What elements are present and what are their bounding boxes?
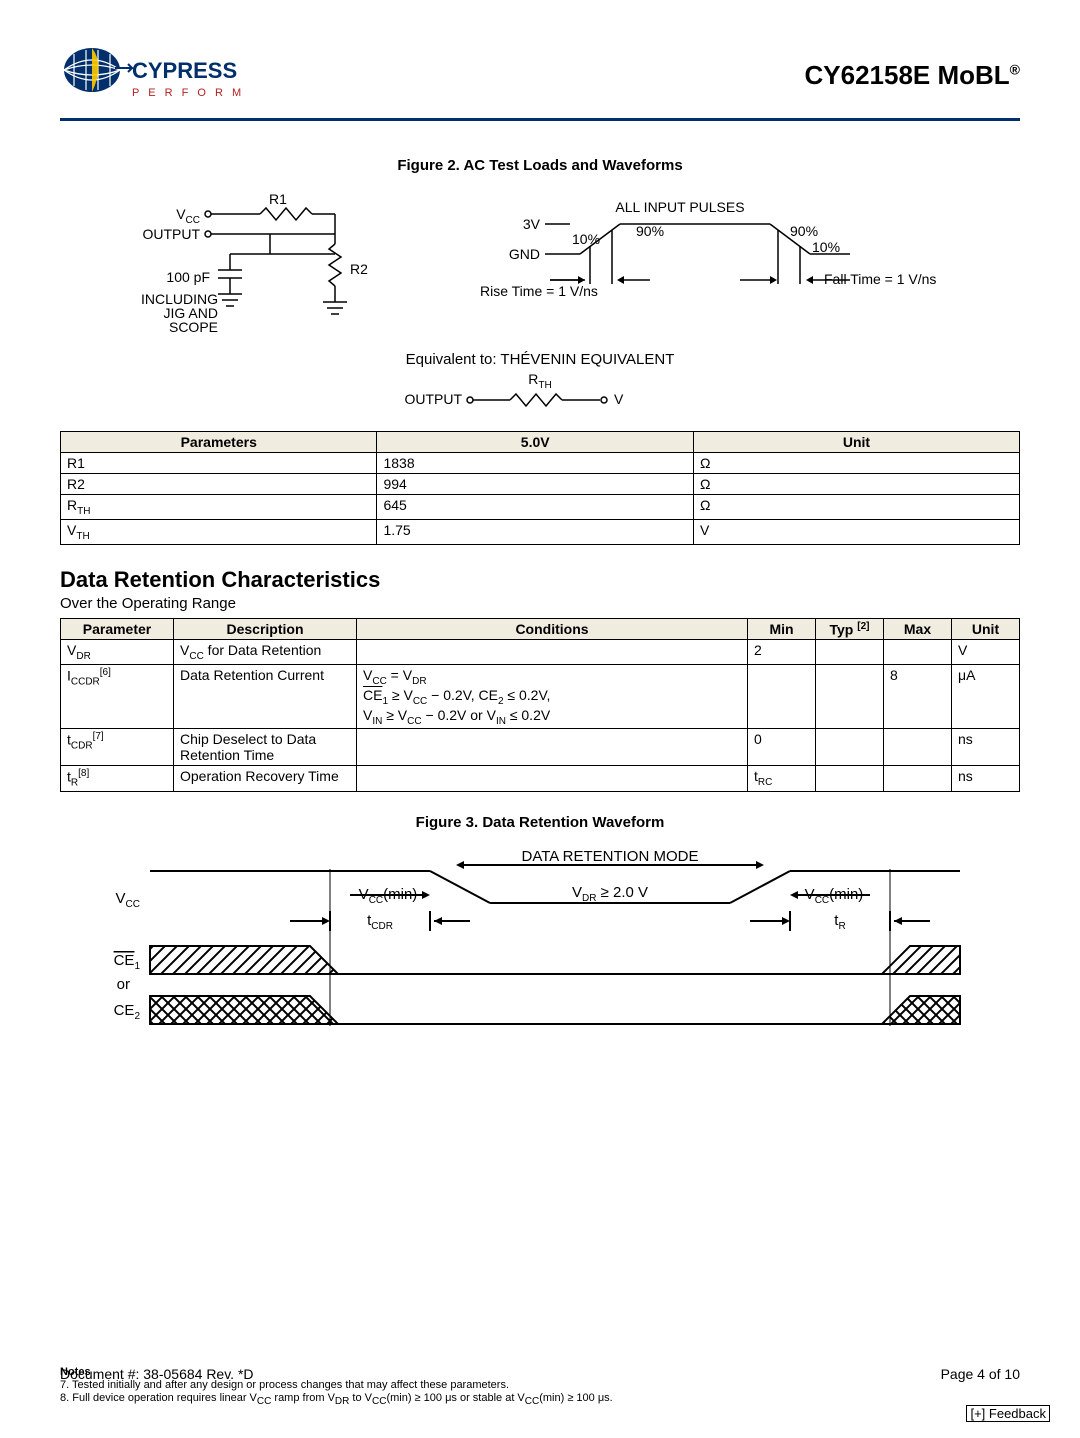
svg-text:10%: 10% (812, 239, 840, 255)
table-row: R2994Ω (61, 474, 1020, 495)
feedback-button[interactable]: [+] Feedback (966, 1405, 1050, 1422)
svg-text:SCOPE: SCOPE (169, 319, 218, 335)
table-row: VDR VCC for Data Retention 2 V (61, 640, 1020, 665)
figure3-diagram: VCC DATA RETENTION MODE VDR ≥ 2.0 V VCC(… (60, 841, 1020, 1046)
svg-text:100 pF: 100 pF (166, 269, 210, 285)
logo: CYPRESS P E R F O R M (60, 40, 250, 110)
thevenin-label: Equivalent to: THÉVENIN EQUIVALENT (60, 351, 1020, 368)
svg-text:VCC: VCC (116, 890, 140, 910)
parameters-table: Parameters 5.0V Unit R11838Ω R2994Ω RTH6… (60, 431, 1020, 545)
svg-text:GND: GND (509, 246, 540, 262)
params-header-0: Parameters (61, 432, 377, 453)
svg-text:Fall Time = 1 V/ns: Fall Time = 1 V/ns (824, 271, 936, 287)
svg-text:Rise Time = 1 V/ns: Rise Time = 1 V/ns (480, 283, 598, 299)
table-row: RTH645Ω (61, 495, 1020, 520)
params-header-1: 5.0V (377, 432, 693, 453)
svg-text:CE1: CE1 (114, 952, 141, 972)
header-rule (60, 118, 1020, 121)
svg-text:V: V (614, 391, 624, 407)
svg-text:VCC(min): VCC(min) (805, 886, 864, 906)
doc-number: Document #: 38-05684 Rev. *D (60, 1366, 254, 1382)
datasheet-page: CYPRESS P E R F O R M CY62158E MoBL® Fig… (0, 0, 1080, 1438)
svg-text:VCC: VCC (176, 206, 200, 226)
table-row: ICCDR[6] Data Retention Current VCC = VD… (61, 665, 1020, 729)
svg-text:OUTPUT: OUTPUT (404, 391, 462, 407)
page-footer: Document #: 38-05684 Rev. *D Page 4 of 1… (60, 1366, 1020, 1382)
svg-text:90%: 90% (636, 223, 664, 239)
svg-text:R1: R1 (269, 191, 287, 207)
svg-text:3V: 3V (523, 216, 541, 232)
page-title: CY62158E MoBL® (804, 60, 1020, 91)
svg-text:OUTPUT: OUTPUT (142, 226, 200, 242)
figure2-caption: Figure 2. AC Test Loads and Waveforms (60, 157, 1020, 174)
retention-table: Parameter Description Conditions Min Typ… (60, 618, 1020, 792)
brand-name: CYPRESS (132, 58, 237, 83)
table-row: R11838Ω (61, 453, 1020, 474)
page-header: CYPRESS P E R F O R M CY62158E MoBL® (60, 40, 1020, 110)
svg-text:tR: tR (834, 912, 845, 932)
svg-text:10%: 10% (572, 231, 600, 247)
svg-text:CE2: CE2 (114, 1002, 141, 1022)
svg-text:VCC(min): VCC(min) (359, 886, 418, 906)
svg-text:tCDR: tCDR (367, 912, 393, 932)
table-row: VTH1.75V (61, 519, 1020, 544)
note-item: 8. Full device operation requires linear… (60, 1392, 1020, 1407)
cypress-logo-icon: CYPRESS P E R F O R M (60, 40, 250, 110)
svg-text:90%: 90% (790, 223, 818, 239)
thevenin-diagram: RTH OUTPUT V (60, 372, 1020, 421)
svg-text:RTH: RTH (528, 372, 551, 391)
figure3-caption: Figure 3. Data Retention Waveform (60, 814, 1020, 831)
svg-text:or: or (117, 976, 130, 993)
page-number: Page 4 of 10 (941, 1366, 1020, 1382)
section-subtitle: Over the Operating Range (60, 595, 1020, 612)
section-title: Data Retention Characteristics (60, 567, 1020, 593)
svg-text:R2: R2 (350, 261, 368, 277)
svg-text:VDR ≥ 2.0 V: VDR ≥ 2.0 V (572, 884, 648, 904)
table-row: tR[8] Operation Recovery Time tRC ns (61, 766, 1020, 791)
params-header-2: Unit (693, 432, 1019, 453)
figure2-diagram: VCC OUTPUT 100 pF INCLUDING JIG AND SCOP… (60, 184, 1020, 349)
svg-text:DATA RETENTION MODE: DATA RETENTION MODE (522, 848, 699, 865)
svg-text:ALL INPUT PULSES: ALL INPUT PULSES (615, 199, 744, 215)
table-row: tCDR[7] Chip Deselect to Data Retention … (61, 729, 1020, 766)
conditions-cell: VCC = VDRCE1 ≥ VCC − 0.2V, CE2 ≤ 0.2V,VI… (357, 665, 748, 729)
brand-tagline: P E R F O R M (132, 87, 244, 99)
